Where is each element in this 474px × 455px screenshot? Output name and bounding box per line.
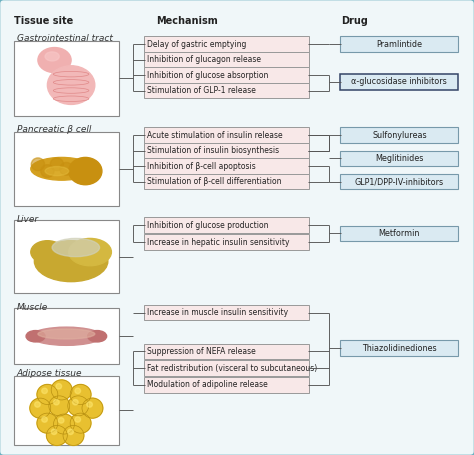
Circle shape [63, 425, 84, 445]
Ellipse shape [38, 48, 71, 72]
Ellipse shape [69, 157, 102, 185]
Text: Sulfonylureas: Sulfonylureas [372, 131, 427, 140]
Circle shape [42, 417, 47, 422]
Text: Drug: Drug [341, 16, 368, 26]
Circle shape [75, 388, 81, 394]
Text: Tissue site: Tissue site [14, 16, 73, 26]
Text: GLP1/DPP-IV-inhibitors: GLP1/DPP-IV-inhibitors [355, 177, 444, 186]
Circle shape [54, 399, 59, 405]
Text: Delay of gastric emptying: Delay of gastric emptying [147, 40, 247, 49]
Text: Muscle: Muscle [17, 303, 48, 312]
Circle shape [51, 380, 72, 400]
Text: Mechanism: Mechanism [156, 16, 218, 26]
Text: Modulation of adipoline release: Modulation of adipoline release [147, 380, 268, 389]
Circle shape [79, 158, 92, 171]
Circle shape [58, 418, 64, 423]
FancyBboxPatch shape [144, 67, 309, 83]
Ellipse shape [31, 157, 92, 180]
FancyBboxPatch shape [144, 234, 309, 250]
Text: Pramlintide: Pramlintide [376, 40, 422, 49]
FancyBboxPatch shape [144, 127, 309, 143]
Circle shape [46, 425, 67, 445]
Circle shape [51, 429, 57, 435]
Ellipse shape [69, 238, 111, 266]
FancyBboxPatch shape [340, 151, 458, 166]
Circle shape [68, 429, 73, 435]
Circle shape [42, 388, 47, 394]
Ellipse shape [45, 167, 69, 176]
Ellipse shape [31, 327, 102, 345]
Text: Stimulation of GLP-1 release: Stimulation of GLP-1 release [147, 86, 256, 95]
Text: Metformin: Metformin [379, 229, 420, 238]
FancyBboxPatch shape [340, 340, 458, 356]
Text: Inhibition of glucagon release: Inhibition of glucagon release [147, 55, 262, 64]
Circle shape [68, 396, 89, 416]
Circle shape [37, 413, 58, 433]
FancyBboxPatch shape [144, 305, 309, 320]
Circle shape [87, 402, 92, 407]
Bar [14, 132, 118, 206]
Text: Inhibition of glucose production: Inhibition of glucose production [147, 221, 269, 230]
Text: Liver: Liver [17, 215, 39, 224]
Text: Thiazolidinediones: Thiazolidinediones [362, 344, 437, 353]
Circle shape [37, 384, 58, 404]
FancyBboxPatch shape [144, 158, 309, 174]
Bar [14, 376, 118, 445]
Circle shape [50, 158, 64, 171]
Circle shape [31, 158, 45, 171]
Text: Suppression of NEFA release: Suppression of NEFA release [147, 347, 256, 356]
Bar [14, 41, 118, 116]
Circle shape [70, 384, 91, 404]
Text: Inhibition of β-cell apoptosis: Inhibition of β-cell apoptosis [147, 162, 256, 171]
FancyBboxPatch shape [144, 217, 309, 233]
Text: Fat redistribution (visceral to subcutaneous): Fat redistribution (visceral to subcutan… [147, 364, 318, 373]
Circle shape [69, 165, 82, 177]
Ellipse shape [88, 330, 107, 342]
Text: Meglitinides: Meglitinides [375, 154, 424, 163]
FancyBboxPatch shape [144, 83, 309, 98]
Circle shape [70, 413, 91, 433]
Circle shape [35, 402, 40, 407]
FancyBboxPatch shape [340, 74, 458, 90]
FancyBboxPatch shape [144, 36, 309, 52]
Text: Increase in hepatic insulin sensitivity: Increase in hepatic insulin sensitivity [147, 238, 290, 247]
FancyBboxPatch shape [144, 344, 309, 359]
Text: Stimulation of β-cell differentiation: Stimulation of β-cell differentiation [147, 177, 282, 186]
Ellipse shape [52, 238, 100, 257]
FancyBboxPatch shape [144, 174, 309, 189]
FancyBboxPatch shape [340, 226, 458, 241]
Circle shape [56, 384, 62, 389]
FancyBboxPatch shape [144, 143, 309, 158]
Circle shape [49, 396, 70, 416]
Text: Pancreatic β cell: Pancreatic β cell [17, 125, 91, 134]
Ellipse shape [26, 330, 45, 342]
Text: Acute stimulation of insulin release: Acute stimulation of insulin release [147, 131, 283, 140]
Circle shape [41, 165, 54, 177]
Text: Stimulation of insulin biosynthesis: Stimulation of insulin biosynthesis [147, 146, 280, 155]
Text: Gastrointestinal tract: Gastrointestinal tract [17, 34, 112, 43]
Text: α-glucosidase inhibitors: α-glucosidase inhibitors [351, 77, 447, 86]
Bar [14, 308, 118, 364]
Text: Adipose tissue: Adipose tissue [17, 369, 82, 379]
Circle shape [30, 398, 51, 418]
Bar [14, 220, 118, 293]
FancyBboxPatch shape [144, 360, 309, 376]
Ellipse shape [35, 241, 108, 282]
Ellipse shape [45, 52, 59, 61]
Circle shape [60, 162, 73, 175]
Circle shape [75, 417, 81, 422]
Ellipse shape [38, 329, 95, 339]
Circle shape [82, 398, 103, 418]
Circle shape [83, 167, 97, 180]
Circle shape [73, 399, 78, 405]
FancyBboxPatch shape [144, 377, 309, 393]
Ellipse shape [47, 66, 95, 105]
FancyBboxPatch shape [340, 127, 458, 143]
FancyBboxPatch shape [144, 52, 309, 67]
Circle shape [54, 414, 74, 434]
FancyBboxPatch shape [340, 36, 458, 52]
FancyBboxPatch shape [340, 174, 458, 189]
Ellipse shape [31, 241, 64, 263]
Text: Inhibition of glucose absorption: Inhibition of glucose absorption [147, 71, 269, 80]
